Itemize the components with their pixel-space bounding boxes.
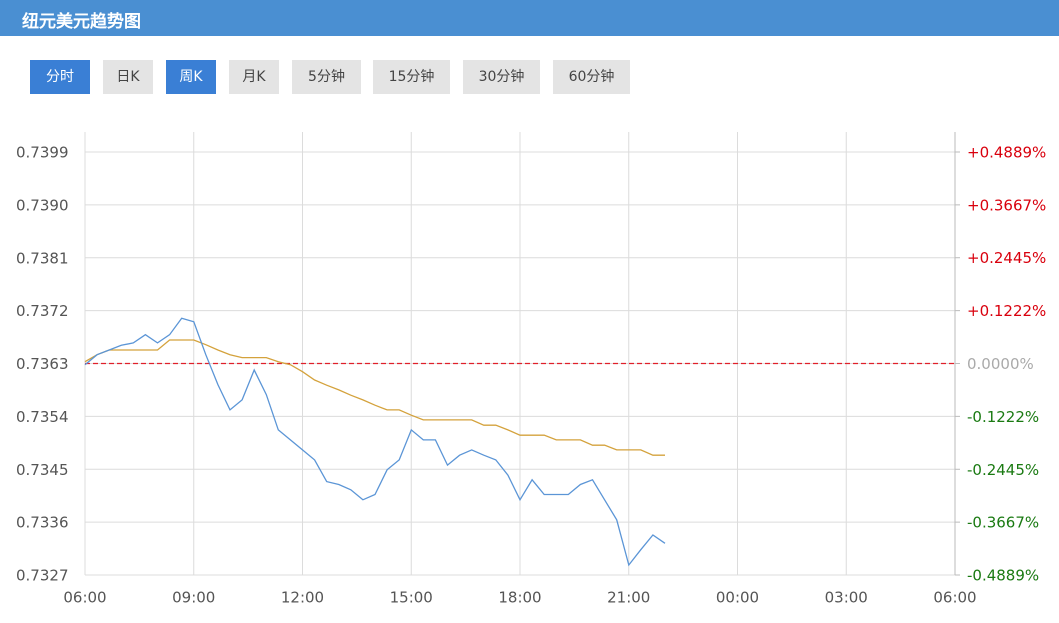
x-tick-label: 12:00 [281, 589, 324, 607]
y-tick-label: 0.7336 [16, 514, 69, 532]
y2-tick-label: +0.3667% [967, 196, 1046, 214]
y2-tick-label: +0.1222% [967, 302, 1046, 320]
x-tick-label: 06:00 [63, 589, 106, 607]
tab-button[interactable]: 15分钟 [373, 60, 450, 94]
tab-button[interactable]: 30分钟 [463, 60, 540, 94]
tab-button[interactable]: 分时 [30, 60, 90, 94]
title: 纽元美元趋势图 [22, 12, 141, 32]
x-tick-label: 15:00 [390, 589, 433, 607]
y2-tick-label: +0.4889% [967, 144, 1046, 162]
y-tick-label: 0.7372 [16, 302, 69, 320]
y2-tick-label: -0.2445% [967, 461, 1039, 479]
y-tick-label: 0.7363 [16, 355, 69, 373]
y2-tick-label: -0.4889% [967, 567, 1039, 585]
y2-tick-label: +0.2445% [967, 249, 1046, 267]
tab-button[interactable]: 日K [103, 60, 153, 94]
y-tick-label: 0.7381 [16, 249, 69, 267]
x-tick-label: 18:00 [498, 589, 541, 607]
x-tick-label: 03:00 [825, 589, 868, 607]
x-tick-label: 21:00 [607, 589, 650, 607]
y2-tick-label: -0.3667% [967, 514, 1039, 532]
tab-button[interactable]: 5分钟 [292, 60, 361, 94]
header: 纽元美元趋势图 [0, 0, 1059, 36]
y2-tick-label: 0.0000% [967, 355, 1034, 373]
tab-button[interactable]: 月K [229, 60, 279, 94]
tab-button[interactable]: 60分钟 [553, 60, 630, 94]
x-tick-label: 06:00 [933, 589, 976, 607]
x-tick-label: 00:00 [716, 589, 759, 607]
y-tick-label: 0.7345 [16, 461, 69, 479]
x-tick-label: 09:00 [172, 589, 215, 607]
y-tick-label: 0.7354 [16, 408, 69, 426]
series-line [84, 339, 665, 456]
y-tick-label: 0.7390 [16, 196, 69, 214]
tab-button[interactable]: 周K [166, 60, 216, 94]
y-tick-label: 0.7327 [16, 567, 69, 585]
y2-tick-label: -0.1222% [967, 408, 1039, 426]
series-line [84, 317, 666, 567]
y-tick-label: 0.7399 [16, 144, 69, 162]
